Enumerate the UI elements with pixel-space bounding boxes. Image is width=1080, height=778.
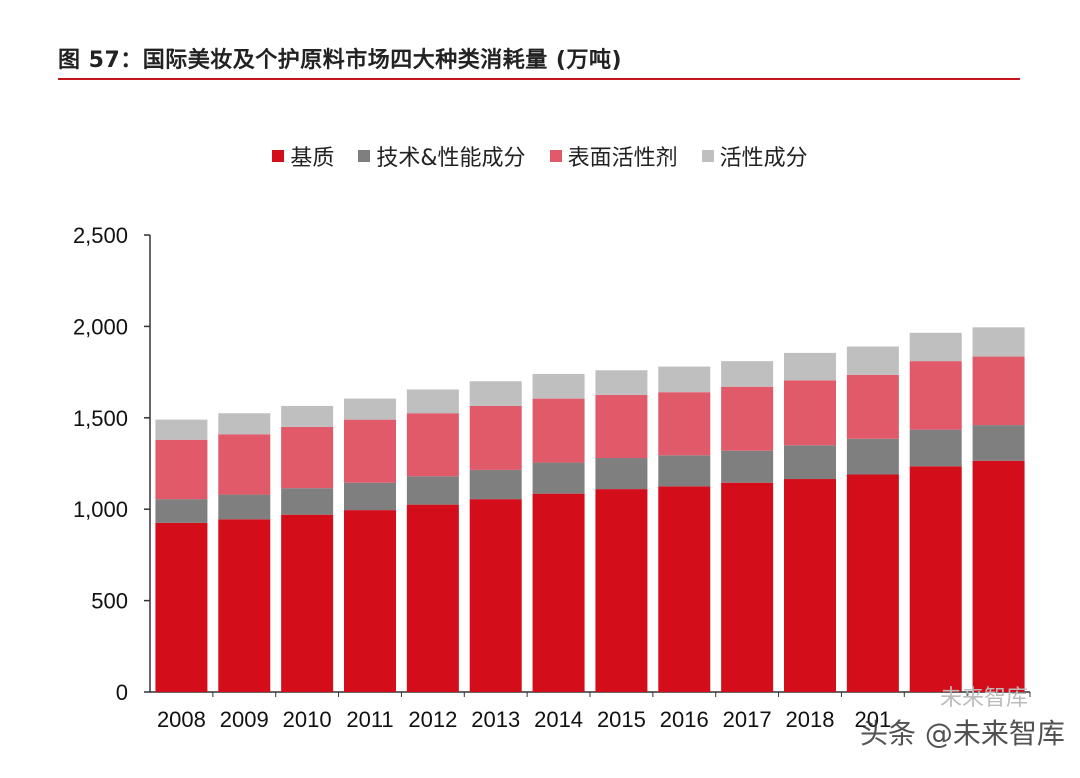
bar-segment xyxy=(846,474,899,692)
bar-segment xyxy=(909,332,962,362)
legend-label: 基质 xyxy=(290,146,335,171)
legend-item: 基质 xyxy=(272,140,334,172)
bar-segment xyxy=(784,479,836,692)
bar-segment xyxy=(406,389,459,414)
bar-segment xyxy=(721,482,774,692)
bar-segment xyxy=(972,425,1025,461)
bar-segment xyxy=(972,460,1025,692)
bar-segment xyxy=(469,381,522,406)
bar-segment xyxy=(344,510,396,692)
bar-segment xyxy=(909,466,962,692)
bar-segment xyxy=(846,438,899,475)
bar-segment xyxy=(721,386,774,451)
bar-segment xyxy=(469,469,522,500)
bar-segment xyxy=(155,499,208,523)
bar-segment xyxy=(218,434,271,495)
bar-segment xyxy=(532,493,585,692)
y-tick-label: 1,000 xyxy=(73,497,128,522)
x-tick-label: 2012 xyxy=(408,707,457,732)
bar-segment xyxy=(155,419,208,440)
bar-segment xyxy=(595,458,648,490)
bar-segment xyxy=(281,488,334,515)
y-tick-label: 2,000 xyxy=(73,314,128,339)
bar-segment xyxy=(846,346,899,375)
bar-segment xyxy=(846,374,899,439)
y-tick-label: 500 xyxy=(91,589,128,614)
legend-label: 表面活性剂 xyxy=(567,146,678,171)
bar-segment xyxy=(406,504,459,692)
bar-segment xyxy=(658,486,711,692)
x-tick-label: 2013 xyxy=(471,707,520,732)
title-divider xyxy=(58,78,1020,80)
watermark-logo: 未来智库 xyxy=(940,686,1029,711)
x-tick-label: 2010 xyxy=(283,707,332,732)
legend-item: 活性成分 xyxy=(701,140,808,172)
bar-segment xyxy=(281,426,334,489)
bar-segment xyxy=(344,482,396,511)
bar-segment xyxy=(595,394,648,459)
y-tick-label: 0 xyxy=(116,680,128,705)
x-tick-label: 201 xyxy=(854,707,891,732)
bar-segment xyxy=(218,494,271,520)
bar-segment xyxy=(721,450,774,483)
bar-segment xyxy=(658,366,711,393)
bar-segment xyxy=(155,522,208,692)
bar-segment xyxy=(469,499,522,692)
bar-segment xyxy=(658,455,711,487)
bar-segment xyxy=(218,519,271,692)
bar-segment xyxy=(595,370,648,395)
bar-segment xyxy=(406,476,459,505)
x-tick-label: 2008 xyxy=(157,707,206,732)
x-tick-label: 2011 xyxy=(346,707,393,732)
bar-segment xyxy=(344,419,396,483)
legend-swatch xyxy=(272,150,285,162)
legend-item: 表面活性剂 xyxy=(549,140,678,172)
bar-segment xyxy=(469,405,522,470)
bar-segment xyxy=(281,405,334,427)
bar-segment xyxy=(784,352,836,381)
x-tick-label: 2014 xyxy=(534,707,583,732)
bar-segment xyxy=(784,445,836,480)
x-tick-label: 2009 xyxy=(220,707,269,732)
bar-segment xyxy=(784,380,836,446)
y-tick-label: 1,500 xyxy=(73,406,128,431)
bar-segment xyxy=(658,392,711,456)
y-tick-label: 2,500 xyxy=(73,223,128,248)
legend-label: 活性成分 xyxy=(719,146,808,171)
x-tick-label: 2015 xyxy=(597,707,646,732)
bar-segment xyxy=(281,514,334,692)
x-tick-label: 2018 xyxy=(786,707,835,732)
bar-segment xyxy=(155,439,208,500)
bar-segment xyxy=(972,356,1025,426)
legend-label: 技术&性能成分 xyxy=(376,146,526,171)
bar-segment xyxy=(532,398,585,463)
bar-segment xyxy=(344,398,396,420)
legend-swatch xyxy=(358,150,371,162)
chart-title: 图 57：国际美妆及个护原料市场四大种类消耗量 (万吨) xyxy=(58,48,623,73)
chart-legend: 基质 技术&性能成分 表面活性剂 活性成分 xyxy=(0,140,1080,172)
bar-segment xyxy=(532,462,585,494)
watermark: 头条 @未来智库 xyxy=(860,717,1065,750)
x-tick-label: 2017 xyxy=(723,707,772,732)
bar-segment xyxy=(721,361,774,387)
bar-segment xyxy=(909,361,962,430)
bar-segment xyxy=(532,373,585,399)
bar-segment xyxy=(909,429,962,467)
bar-segment xyxy=(406,413,459,477)
legend-swatch xyxy=(701,150,714,162)
legend-item: 技术&性能成分 xyxy=(358,140,526,172)
bar-segment xyxy=(972,327,1025,357)
x-tick-label: 2016 xyxy=(660,707,709,732)
legend-swatch xyxy=(549,150,562,162)
bar-segment xyxy=(218,413,271,435)
bar-segment xyxy=(595,489,648,692)
